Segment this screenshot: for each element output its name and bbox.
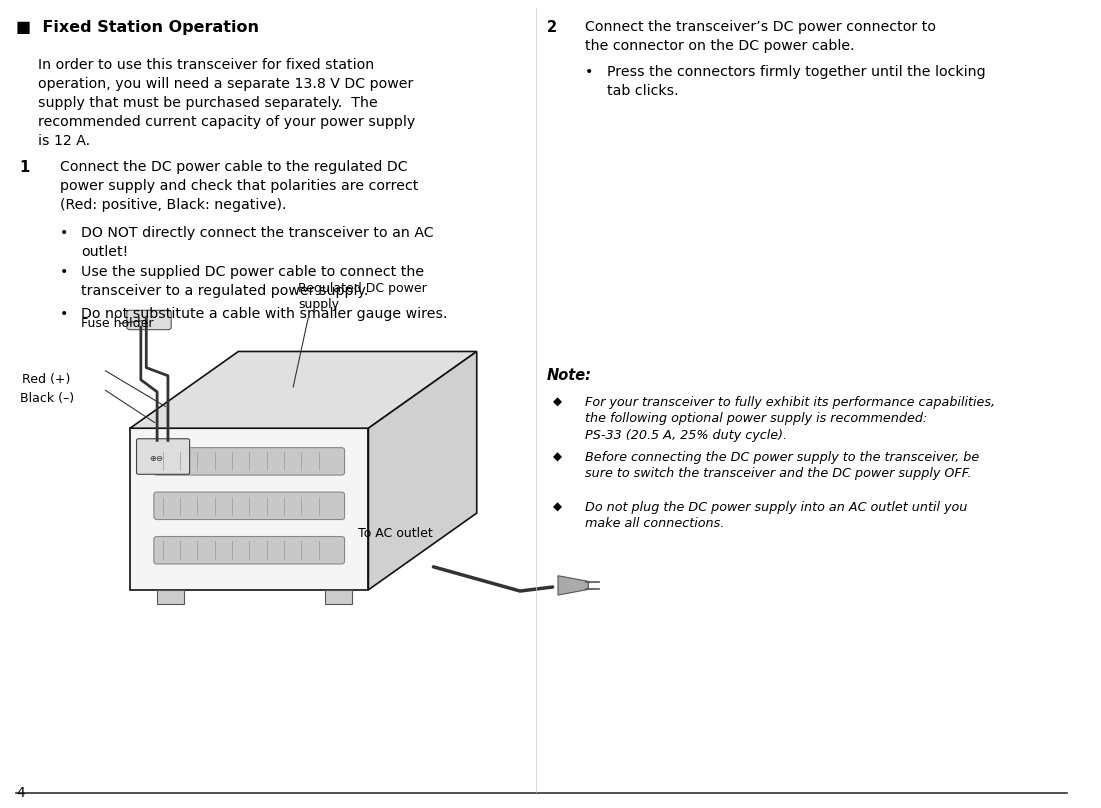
Text: Do not plug the DC power supply into an AC outlet until you
make all connections: Do not plug the DC power supply into an … [585,501,968,531]
Polygon shape [369,351,477,590]
Text: Before connecting the DC power supply to the transceiver, be
sure to switch the : Before connecting the DC power supply to… [585,451,980,481]
Text: Do not substitute a cable with smaller gauge wires.: Do not substitute a cable with smaller g… [81,307,448,321]
FancyBboxPatch shape [137,439,189,474]
Text: In order to use this transceiver for fixed station
operation, you will need a se: In order to use this transceiver for fix… [37,58,415,148]
Text: 2: 2 [547,20,557,36]
Polygon shape [558,575,588,595]
Text: 4: 4 [17,786,25,800]
Text: Fuse holder: Fuse holder [81,318,154,330]
Polygon shape [130,351,477,428]
Text: Use the supplied DC power cable to connect the
transceiver to a regulated power : Use the supplied DC power cable to conne… [81,265,424,298]
Text: •: • [59,265,68,279]
Text: 1: 1 [20,160,30,175]
Text: ⊕⊖: ⊕⊖ [150,454,164,463]
Text: Note:: Note: [547,368,592,383]
Text: •: • [59,226,68,240]
Text: For your transceiver to fully exhibit its performance capabilities,
the followin: For your transceiver to fully exhibit it… [585,396,995,442]
Text: ■  Fixed Station Operation: ■ Fixed Station Operation [17,20,259,36]
Text: •: • [59,307,68,321]
Text: Red (+): Red (+) [22,373,70,386]
Text: ◆: ◆ [553,501,562,514]
Text: ◆: ◆ [553,451,562,464]
Text: •: • [585,65,593,78]
Text: Press the connectors firmly together until the locking
tab clicks.: Press the connectors firmly together unt… [607,65,985,98]
Polygon shape [157,590,184,604]
Text: Connect the DC power cable to the regulated DC
power supply and check that polar: Connect the DC power cable to the regula… [59,160,418,212]
FancyBboxPatch shape [154,537,345,564]
FancyBboxPatch shape [127,310,171,330]
Text: ◆: ◆ [553,396,562,409]
Text: DO NOT directly connect the transceiver to an AC
outlet!: DO NOT directly connect the transceiver … [81,226,434,259]
Text: Black (–): Black (–) [20,392,74,405]
FancyBboxPatch shape [154,492,345,520]
FancyBboxPatch shape [154,448,345,475]
Text: Regulated DC power
supply: Regulated DC power supply [298,282,427,311]
Polygon shape [130,428,369,590]
Text: To AC outlet: To AC outlet [358,527,433,540]
Polygon shape [325,590,352,604]
Text: Connect the transceiver’s DC power connector to
the connector on the DC power ca: Connect the transceiver’s DC power conne… [585,20,936,53]
